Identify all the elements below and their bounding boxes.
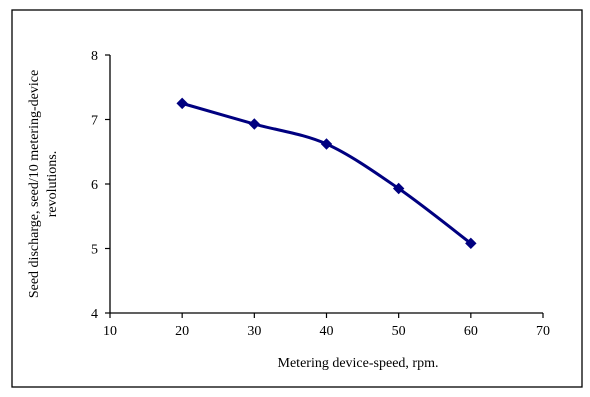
y-tick-label: 4 — [91, 307, 98, 322]
data-point-marker — [465, 237, 477, 250]
y-tick-label: 5 — [91, 243, 98, 258]
y-axis-title: Seed discharge, seed/10 metering-device … — [27, 70, 60, 298]
data-point-marker — [176, 97, 188, 110]
y-tick-label: 7 — [91, 114, 98, 129]
y-axis-title-line-1: Seed discharge, seed/10 metering-device — [27, 70, 42, 298]
data-point-marker — [320, 138, 333, 150]
y-tick-label: 8 — [91, 49, 98, 64]
x-axis-title: Metering device-speed, rpm. — [278, 356, 439, 371]
x-tick-label: 70 — [536, 324, 550, 339]
x-tick-label: 30 — [247, 324, 261, 339]
data-point-marker — [248, 118, 261, 130]
x-tick-label: 50 — [392, 324, 406, 339]
y-axis-title-line-2: revolutions. — [45, 151, 60, 218]
x-tick-label: 60 — [464, 324, 478, 339]
chart-border — [11, 9, 583, 388]
x-tick-label: 20 — [175, 324, 189, 339]
data-point-marker — [392, 182, 405, 195]
y-tick-label: 6 — [91, 178, 98, 193]
x-tick-label: 10 — [103, 324, 117, 339]
x-tick-label: 40 — [320, 324, 334, 339]
plot-area: 4 5 6 7 8 10 20 30 40 50 60 70 — [91, 49, 550, 339]
